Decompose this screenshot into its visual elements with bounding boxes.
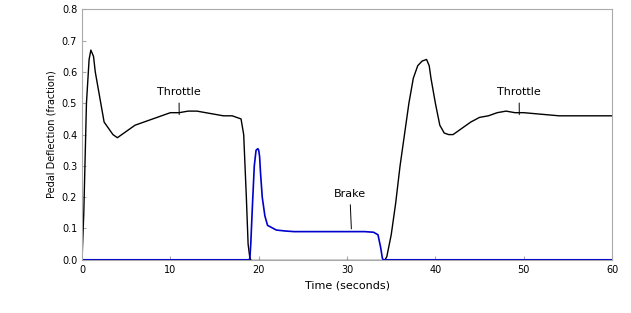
Text: Brake: Brake <box>334 189 366 229</box>
X-axis label: Time (seconds): Time (seconds) <box>305 280 389 290</box>
Text: Throttle: Throttle <box>157 87 201 115</box>
Y-axis label: Pedal Deflection (fraction): Pedal Deflection (fraction) <box>46 71 56 198</box>
Text: Throttle: Throttle <box>497 87 541 115</box>
